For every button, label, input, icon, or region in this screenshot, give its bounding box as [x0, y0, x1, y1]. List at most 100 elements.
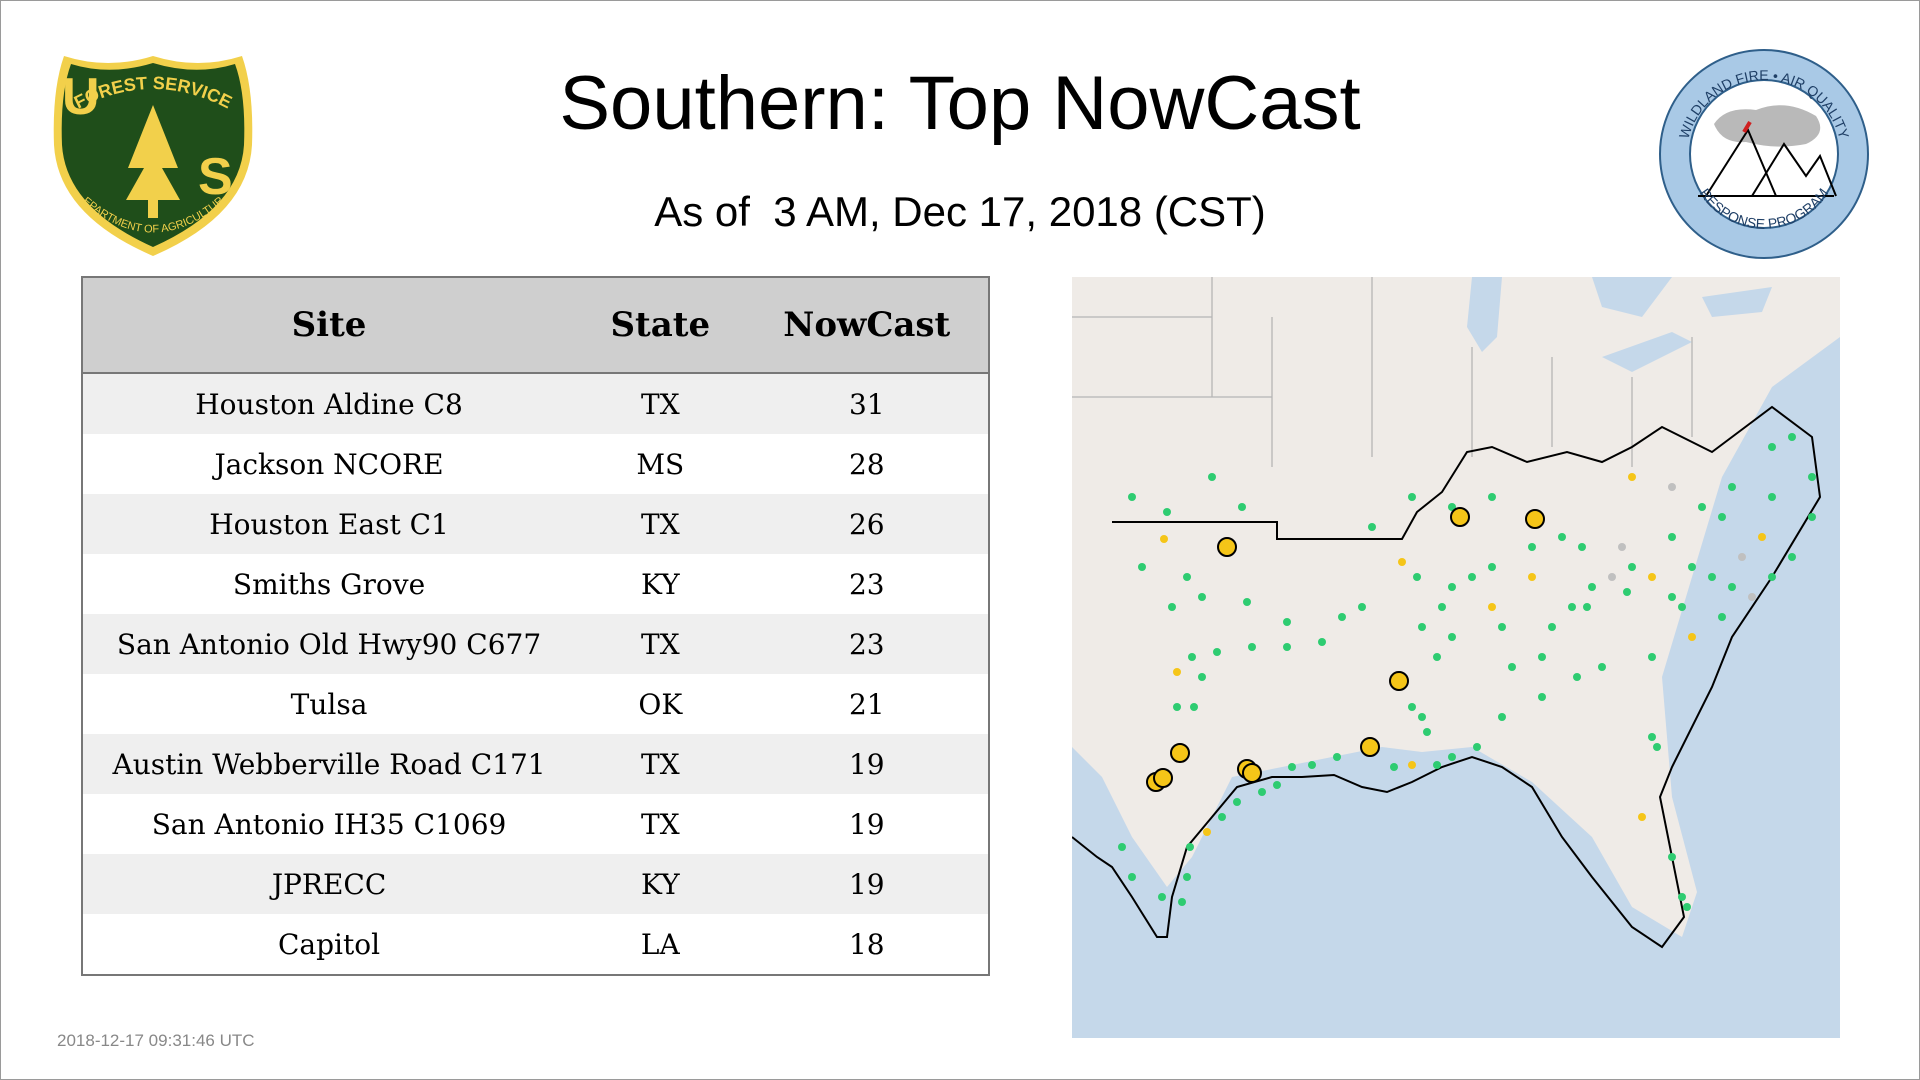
site-marker	[1128, 873, 1136, 881]
cell-site: Austin Webberville Road C171	[82, 734, 576, 794]
site-marker	[1128, 493, 1136, 501]
site-marker	[1398, 558, 1406, 566]
site-marker	[1788, 553, 1796, 561]
lake-michigan	[1467, 277, 1502, 352]
table-row: Capitol LA 18	[82, 914, 989, 975]
lake-ontario	[1702, 287, 1772, 317]
site-marker	[1448, 633, 1456, 641]
site-marker	[1408, 493, 1416, 501]
cell-site: San Antonio Old Hwy90 C677	[82, 614, 576, 674]
site-marker	[1608, 573, 1616, 581]
header-site: Site	[82, 277, 576, 374]
site-marker	[1213, 648, 1221, 656]
site-marker	[1273, 781, 1281, 789]
site-marker	[1768, 443, 1776, 451]
site-marker	[1173, 703, 1181, 711]
cell-site: Tulsa	[82, 674, 576, 734]
site-marker	[1688, 563, 1696, 571]
site-marker	[1668, 483, 1676, 491]
site-marker	[1448, 753, 1456, 761]
table-row: JPRECC KY 19	[82, 854, 989, 914]
site-marker-large	[1217, 537, 1237, 557]
table-row: Austin Webberville Road C171 TX 19	[82, 734, 989, 794]
site-marker	[1258, 788, 1266, 796]
site-marker	[1618, 543, 1626, 551]
table-row: San Antonio IH35 C1069 TX 19	[82, 794, 989, 854]
cell-site: JPRECC	[82, 854, 576, 914]
site-marker	[1238, 503, 1246, 511]
site-marker	[1488, 493, 1496, 501]
site-marker	[1648, 653, 1656, 661]
site-marker	[1186, 843, 1194, 851]
site-marker	[1583, 603, 1591, 611]
site-marker	[1538, 653, 1546, 661]
site-marker	[1418, 623, 1426, 631]
wildland-fire-logo: WILDLAND FIRE • AIR QUALITY RESPONSE PRO…	[1659, 49, 1869, 259]
site-marker	[1233, 798, 1241, 806]
cell-nowcast: 23	[745, 614, 989, 674]
site-marker	[1748, 593, 1756, 601]
site-marker-large	[1170, 743, 1190, 763]
site-marker	[1668, 533, 1676, 541]
site-marker	[1638, 813, 1646, 821]
site-marker	[1333, 753, 1341, 761]
site-marker	[1173, 668, 1181, 676]
cell-state: MS	[575, 434, 746, 494]
cell-site: Smiths Grove	[82, 554, 576, 614]
site-marker	[1598, 663, 1606, 671]
page-subtitle: As of 3 AM, Dec 17, 2018 (CST)	[654, 188, 1266, 235]
site-marker	[1168, 603, 1176, 611]
site-marker	[1408, 703, 1416, 711]
site-marker	[1138, 563, 1146, 571]
cell-site: Houston Aldine C8	[82, 373, 576, 434]
site-marker	[1183, 873, 1191, 881]
site-marker	[1678, 893, 1686, 901]
site-marker	[1648, 733, 1656, 741]
table-row: San Antonio Old Hwy90 C677 TX 23	[82, 614, 989, 674]
site-marker	[1243, 598, 1251, 606]
site-marker	[1433, 761, 1441, 769]
cell-site: San Antonio IH35 C1069	[82, 794, 576, 854]
site-marker	[1628, 473, 1636, 481]
cell-state: OK	[575, 674, 746, 734]
site-marker	[1488, 603, 1496, 611]
table-row: Smiths Grove KY 23	[82, 554, 989, 614]
forest-service-logo: U S FOREST SERVICE DEPARTMENT OF AGRICUL…	[48, 50, 253, 256]
site-marker	[1190, 703, 1198, 711]
cell-nowcast: 26	[745, 494, 989, 554]
site-marker	[1368, 523, 1376, 531]
table-row: Tulsa OK 21	[82, 674, 989, 734]
site-marker	[1628, 563, 1636, 571]
site-marker	[1413, 573, 1421, 581]
cell-state: TX	[575, 373, 746, 434]
site-marker	[1468, 573, 1476, 581]
site-marker	[1338, 613, 1346, 621]
cell-state: TX	[575, 794, 746, 854]
site-marker	[1118, 843, 1126, 851]
site-marker	[1198, 673, 1206, 681]
site-marker	[1623, 588, 1631, 596]
site-marker	[1408, 761, 1416, 769]
site-marker	[1573, 673, 1581, 681]
cell-state: TX	[575, 494, 746, 554]
page-title: Southern: Top NowCast	[559, 61, 1361, 146]
site-marker-large	[1525, 509, 1545, 529]
header-state: State	[575, 277, 746, 374]
table-row: Houston Aldine C8 TX 31	[82, 373, 989, 434]
table-row: Jackson NCORE MS 28	[82, 434, 989, 494]
site-marker	[1283, 643, 1291, 651]
cell-site: Houston East C1	[82, 494, 576, 554]
site-marker	[1808, 513, 1816, 521]
site-marker-large	[1153, 768, 1173, 788]
site-marker	[1308, 761, 1316, 769]
cell-nowcast: 21	[745, 674, 989, 734]
site-marker	[1588, 583, 1596, 591]
site-marker	[1718, 513, 1726, 521]
site-marker	[1568, 603, 1576, 611]
site-marker	[1688, 633, 1696, 641]
site-marker	[1728, 583, 1736, 591]
site-marker	[1423, 728, 1431, 736]
site-marker	[1473, 743, 1481, 751]
map-water	[1072, 337, 1840, 1038]
svg-text:S: S	[198, 148, 233, 206]
